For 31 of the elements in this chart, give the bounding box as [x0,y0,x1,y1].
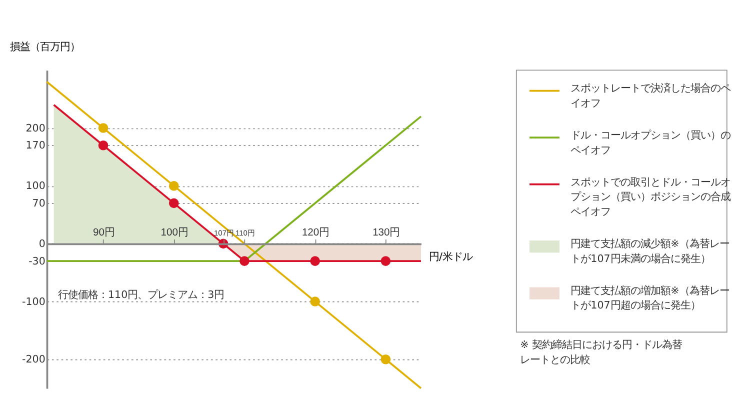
x-tick-label: 130円 [372,228,400,239]
y-tick-label: -200 [22,354,46,366]
x-tick-label: 100円 [160,228,188,239]
point [310,256,320,266]
point [98,140,108,150]
y-tick-label: 200 [26,122,46,134]
annotation: 行使価格：110円、プレミアム：3円 [58,288,224,301]
point [168,198,179,208]
text: ※ 契約締結日における円・ドル為替レートとの比較 [520,339,682,366]
x-tick-label: 110円 [235,228,254,238]
y-tick-label: 170 [26,140,46,152]
y-tick-label: 100 [26,180,46,192]
point [380,256,391,266]
legend-label: スポットレートで決済した場合のペイオフ [570,82,731,110]
legend-label: ドル・コールオプション（買い）のペイオフ [570,129,731,156]
x-tick-label: 120円 [302,228,330,239]
y-tick-label: -100 [22,296,46,308]
point [240,256,250,266]
y-axis-title: 損益（百万円） [10,41,80,54]
x-axis-title: 円/米ドル [428,251,472,264]
y-tick-label: 0 [38,238,46,250]
y-tick-label: -30 [28,255,46,268]
legend-label: 円建て支払額の減少額※（為替レートが107円未満の場合に発生） [570,238,730,265]
point [380,354,391,364]
point [310,296,320,306]
point [168,180,179,191]
point [98,123,108,133]
legend-label: 円建て支払額の増加額※（為替レートが107円超の場合に発生） [570,284,730,312]
y-tick-label: 70 [32,197,46,210]
legend-label: スポットでの取引とドル・コールオプション（買い）ポジションの合成ペイオフ [570,176,731,218]
x-tick-label: 90円 [93,228,114,239]
